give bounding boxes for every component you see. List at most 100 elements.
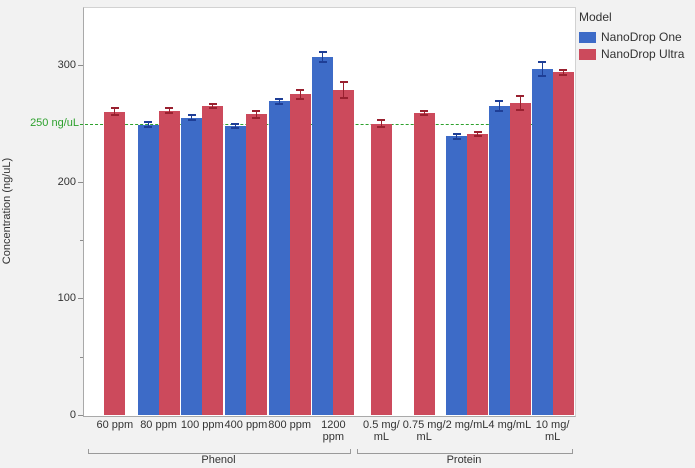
- bar-nanodrop-ultra-4-mg-ml[interactable]: [509, 102, 531, 415]
- legend-swatch-blue-icon: [579, 31, 596, 43]
- error-bar: [234, 123, 236, 129]
- error-bar-cap: [208, 107, 217, 110]
- x-tick-label: 10 mg/ mL: [535, 419, 570, 443]
- error-bar: [278, 99, 280, 104]
- group-bracket: [88, 449, 351, 454]
- error-bar: [456, 134, 457, 139]
- y-tick-label: 0: [69, 409, 76, 421]
- error-bar-cap: [275, 102, 284, 105]
- bar-nanodrop-ultra-80-ppm[interactable]: [158, 110, 180, 415]
- error-bar: [380, 120, 382, 128]
- bar-nanodrop-ultra-60-ppm[interactable]: [104, 111, 126, 415]
- x-tick-label: 80 ppm: [140, 419, 177, 431]
- error-bar-cap: [318, 51, 327, 54]
- error-bar-cap: [296, 98, 305, 101]
- y-minor-tick: [80, 240, 83, 242]
- error-bar-cap: [473, 135, 482, 138]
- error-bar: [343, 81, 345, 98]
- bar-nanodrop-one-400-ppm[interactable]: [224, 125, 246, 415]
- x-tick-label: 2 mg/mL: [445, 419, 489, 431]
- x-tick-label: 400 ppm: [224, 419, 268, 431]
- y-tick-label: 200: [57, 175, 76, 188]
- error-bar-cap: [473, 130, 482, 133]
- x-tick-label: 60 ppm: [96, 419, 134, 431]
- error-bar-cap: [452, 133, 461, 136]
- error-bar-cap: [516, 108, 525, 111]
- error-bar: [498, 101, 500, 111]
- y-tick-label: 100: [57, 292, 76, 305]
- error-bar: [212, 103, 214, 109]
- x-tick-label: 800 ppm: [268, 419, 312, 431]
- error-bar-cap: [208, 102, 217, 105]
- legend-swatch-red-icon: [579, 48, 596, 60]
- error-bar-cap: [231, 122, 240, 125]
- x-tick-label: 4 mg/mL: [488, 419, 532, 431]
- group-bracket: [357, 449, 573, 454]
- error-bar-cap: [420, 114, 429, 117]
- legend-item-nanodrop-one[interactable]: NanoDrop One: [579, 30, 684, 44]
- error-bar-cap: [559, 73, 568, 76]
- bar-nanodrop-one-10-mg-ml[interactable]: [531, 68, 553, 415]
- error-bar: [114, 108, 116, 116]
- y-axis-title: Concentration (ng/uL): [1, 157, 13, 265]
- error-bar-cap: [538, 60, 547, 63]
- bar-nanodrop-ultra-400-ppm[interactable]: [245, 114, 267, 415]
- error-bar: [191, 115, 193, 121]
- error-bar: [423, 110, 425, 116]
- error-bar-cap: [110, 114, 119, 117]
- bar-nanodrop-one-100-ppm[interactable]: [181, 117, 203, 415]
- error-bar-cap: [275, 98, 284, 101]
- legend-title: Model: [579, 10, 612, 24]
- error-bar-cap: [377, 126, 386, 129]
- error-bar-cap: [538, 74, 547, 77]
- error-bar: [322, 52, 324, 62]
- bar-nanodrop-ultra-100-ppm[interactable]: [202, 106, 224, 415]
- legend-item-nanodrop-ultra[interactable]: NanoDrop Ultra: [579, 47, 684, 61]
- error-bar-cap: [165, 107, 174, 110]
- bar-nanodrop-one-4-mg-ml[interactable]: [488, 106, 510, 415]
- y-major-tick: [78, 65, 83, 67]
- error-bar-cap: [165, 112, 174, 115]
- y-tick-label: 300: [57, 59, 76, 72]
- group-label: Protein: [446, 454, 482, 466]
- y-minor-tick: [80, 356, 83, 358]
- x-tick-label: 1200 ppm: [321, 419, 346, 443]
- bar-nanodrop-ultra-0-5-mg-ml[interactable]: [370, 123, 392, 415]
- error-bar: [255, 110, 257, 118]
- reference-line-label: 250 ng/uL: [30, 117, 79, 129]
- x-tick-label: 0.5 mg/ mL: [363, 419, 400, 443]
- bar-nanodrop-one-80-ppm[interactable]: [137, 124, 159, 415]
- error-bar: [541, 61, 543, 76]
- error-bar-cap: [144, 121, 153, 124]
- error-bar: [299, 89, 301, 100]
- error-bar-cap: [495, 109, 504, 112]
- error-bar: [519, 95, 521, 110]
- x-tick-label: 100 ppm: [180, 419, 224, 431]
- bar-nanodrop-ultra-800-ppm[interactable]: [289, 94, 311, 415]
- error-bar-cap: [252, 109, 261, 112]
- y-major-tick: [78, 181, 83, 183]
- y-major-tick: [78, 415, 83, 416]
- error-bar-cap: [296, 88, 305, 91]
- bar-nanodrop-one-2-mg-ml[interactable]: [446, 136, 467, 415]
- bar-nanodrop-ultra-0-75-mg-ml[interactable]: [413, 113, 435, 415]
- error-bar-cap: [377, 119, 386, 122]
- bar-nanodrop-one-800-ppm[interactable]: [268, 101, 290, 415]
- error-bar: [562, 69, 564, 75]
- error-bar-cap: [339, 80, 348, 83]
- error-bar-cap: [187, 114, 196, 117]
- error-bar-cap: [339, 96, 348, 99]
- error-bar-cap: [318, 60, 327, 63]
- bar-nanodrop-ultra-1200-ppm[interactable]: [333, 89, 355, 415]
- error-bar-cap: [495, 100, 504, 103]
- y-major-tick: [78, 298, 83, 300]
- error-bar: [477, 131, 478, 137]
- error-bar-cap: [231, 127, 240, 130]
- group-label: Phenol: [201, 454, 236, 466]
- bar-nanodrop-ultra-2-mg-ml[interactable]: [467, 134, 488, 415]
- bar-nanodrop-ultra-10-mg-ml[interactable]: [552, 72, 574, 415]
- error-bar-cap: [559, 68, 568, 71]
- bar-nanodrop-one-1200-ppm[interactable]: [312, 57, 334, 415]
- error-bar-cap: [452, 137, 461, 140]
